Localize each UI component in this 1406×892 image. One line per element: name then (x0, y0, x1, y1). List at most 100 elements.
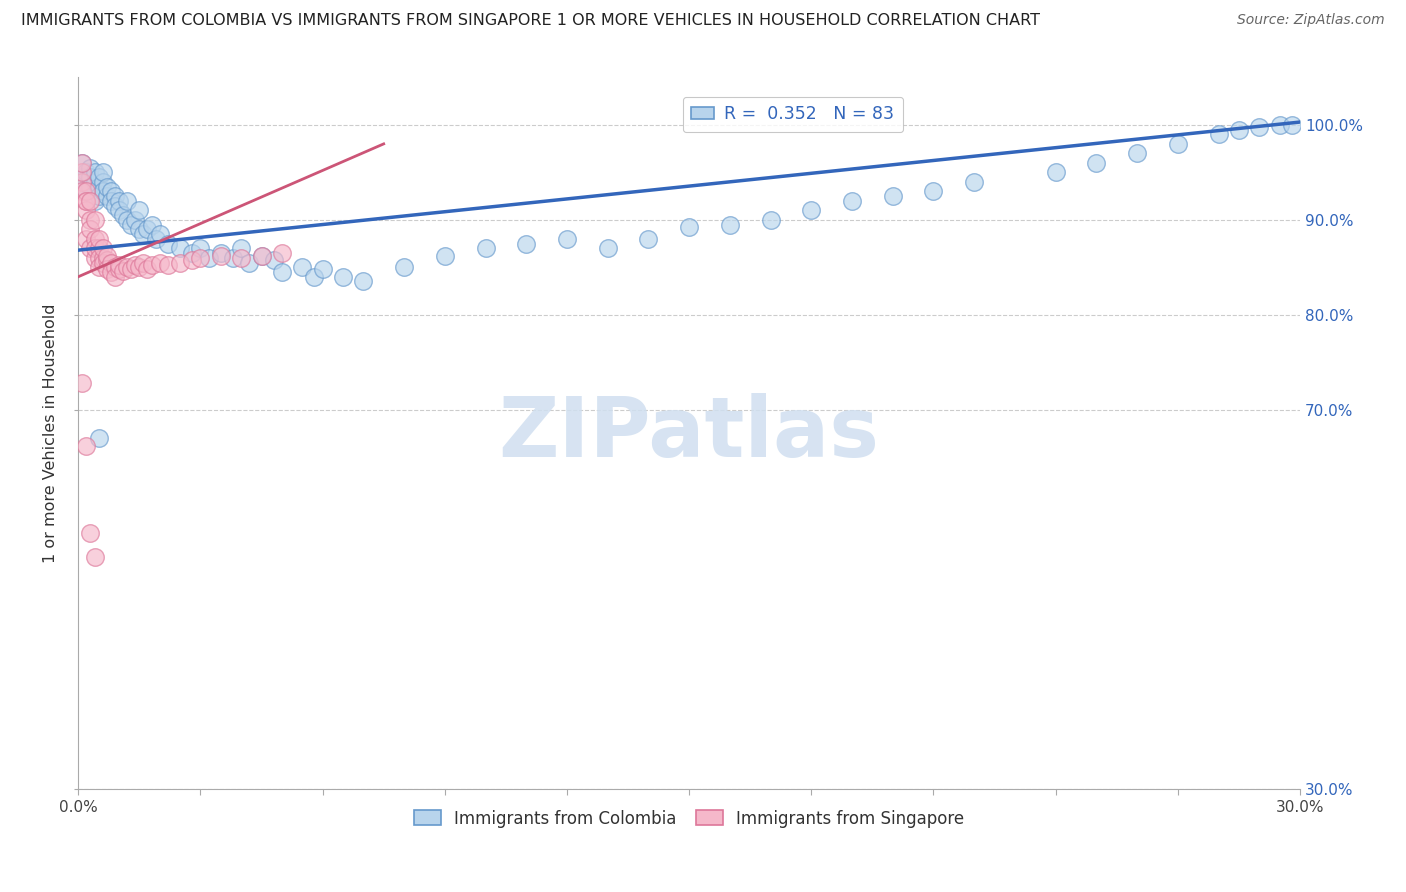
Point (181, 252, 204, 267)
Point (72, 156, 94, 170)
Point (72, 165, 94, 179)
Point (108, 194, 131, 208)
Point (108, 203, 131, 218)
Point (637, 232, 659, 246)
Point (104, 189, 127, 203)
Point (231, 241, 253, 255)
Point (83, 175, 105, 189)
Point (141, 258, 163, 272)
Point (304, 269, 326, 284)
Point (72, 376, 94, 390)
Point (1268, 118, 1291, 132)
Point (104, 269, 127, 284)
Point (79, 212, 101, 227)
Point (104, 198, 127, 212)
Point (79, 241, 101, 255)
Point (1167, 136, 1189, 151)
Point (120, 218, 142, 232)
Point (678, 220, 700, 235)
Point (238, 255, 260, 269)
Point (1281, 118, 1303, 132)
Point (75, 165, 97, 179)
Point (169, 255, 191, 269)
Point (169, 241, 191, 255)
Point (96, 249, 118, 263)
Point (72, 184, 94, 198)
Point (841, 194, 863, 208)
Point (759, 212, 782, 227)
Point (596, 241, 619, 255)
Point (72, 156, 94, 170)
Point (104, 260, 127, 275)
Point (124, 258, 146, 272)
Point (79, 170, 101, 185)
Point (91, 255, 114, 269)
Point (87, 189, 110, 203)
Point (75, 194, 97, 208)
Point (108, 258, 131, 272)
Point (87, 260, 110, 275)
Point (190, 251, 212, 265)
Point (145, 232, 167, 246)
Point (72, 175, 94, 189)
Point (190, 241, 212, 255)
Point (181, 246, 204, 260)
Point (1045, 165, 1067, 179)
Point (209, 246, 232, 260)
Point (1126, 146, 1149, 161)
Point (141, 218, 163, 232)
Point (250, 249, 273, 263)
Point (75, 184, 97, 198)
Point (128, 260, 150, 275)
Text: Source: ZipAtlas.com: Source: ZipAtlas.com (1237, 13, 1385, 28)
Point (800, 203, 823, 218)
Point (115, 260, 138, 275)
Point (96, 262, 118, 277)
Point (79, 179, 101, 194)
Point (100, 184, 122, 198)
Point (91, 175, 114, 189)
Point (115, 212, 138, 227)
Text: ZIPatlas: ZIPatlas (499, 392, 880, 474)
Point (270, 246, 292, 260)
Point (332, 269, 354, 284)
Point (149, 255, 172, 269)
Point (555, 232, 578, 246)
Point (156, 236, 179, 251)
Point (91, 251, 114, 265)
Legend: Immigrants from Colombia, Immigrants from Singapore: Immigrants from Colombia, Immigrants fro… (408, 803, 972, 834)
Point (115, 194, 138, 208)
Point (91, 184, 114, 198)
Point (1085, 156, 1108, 170)
Point (83, 232, 105, 246)
Point (100, 255, 122, 269)
Point (197, 251, 219, 265)
Point (231, 251, 253, 265)
Point (75, 175, 97, 189)
Point (100, 265, 122, 279)
Point (352, 275, 374, 289)
Point (128, 222, 150, 236)
Point (718, 218, 741, 232)
Point (222, 251, 245, 265)
Point (132, 255, 155, 269)
Point (87, 179, 110, 194)
Point (132, 227, 155, 241)
Point (83, 165, 105, 179)
Point (136, 262, 159, 277)
Point (1227, 122, 1250, 136)
Point (87, 431, 110, 445)
Point (922, 184, 945, 198)
Point (87, 170, 110, 185)
Point (75, 439, 97, 453)
Point (124, 212, 146, 227)
Point (83, 241, 105, 255)
Point (79, 161, 101, 175)
Point (112, 264, 135, 278)
Point (87, 241, 110, 255)
Point (79, 222, 101, 236)
Point (270, 265, 292, 279)
Point (291, 260, 314, 275)
Point (96, 189, 118, 203)
Point (87, 232, 110, 246)
